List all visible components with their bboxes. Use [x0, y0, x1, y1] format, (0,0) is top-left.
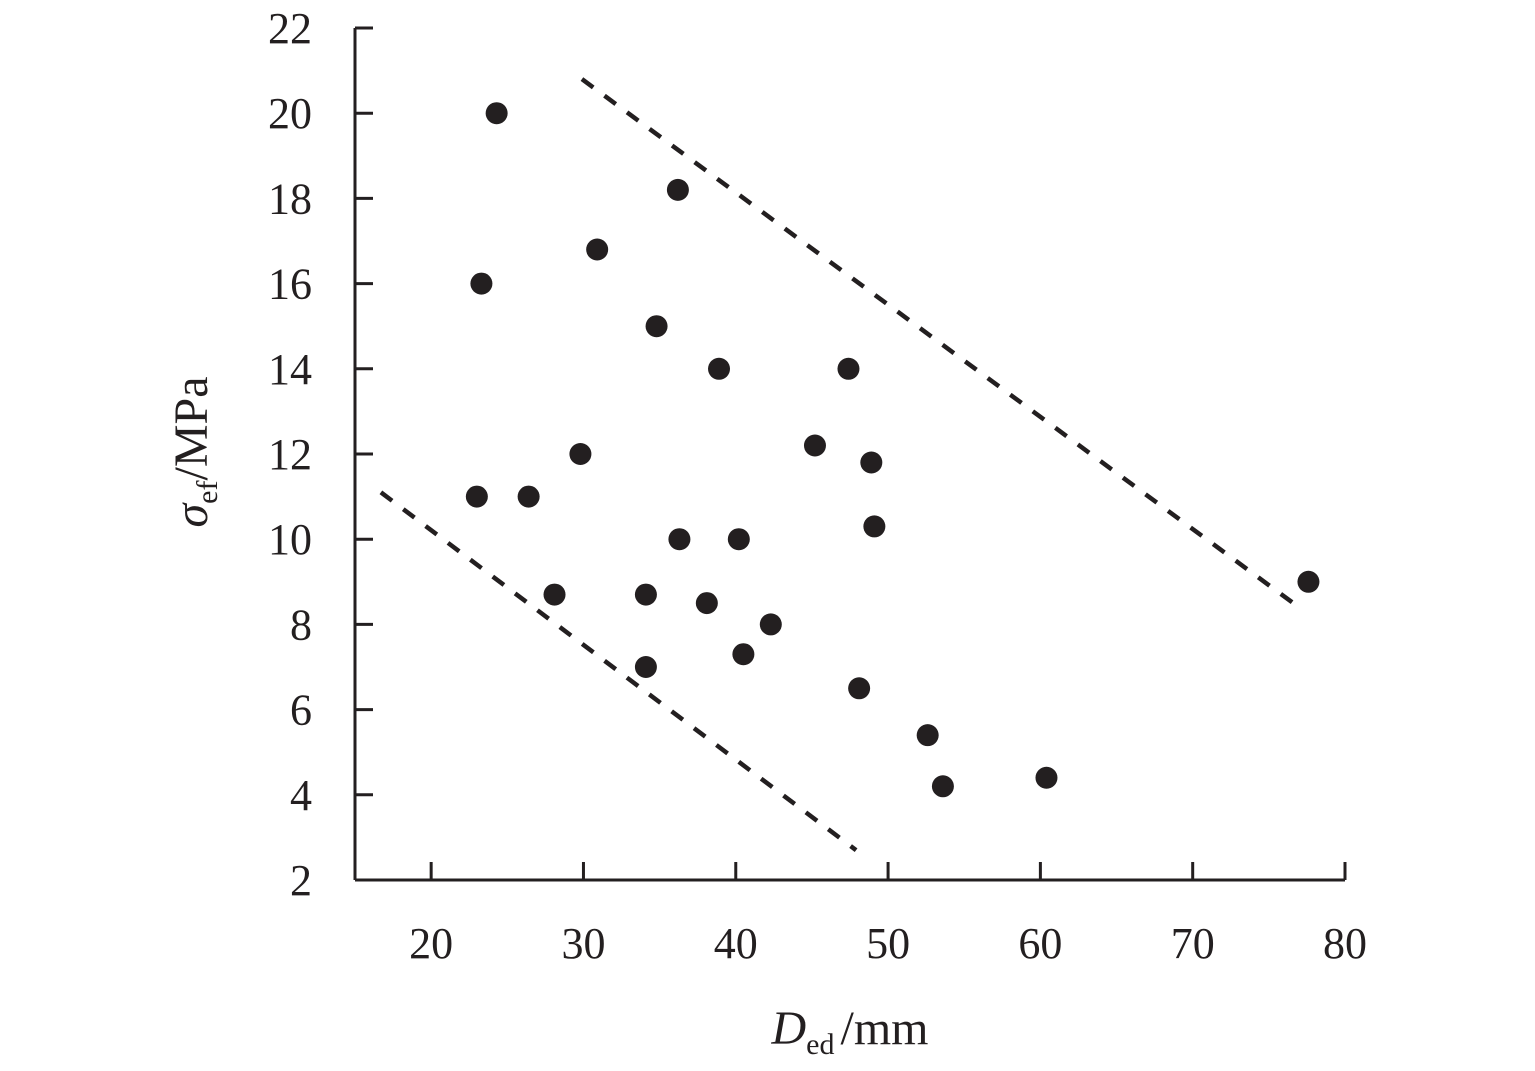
- data-point: [860, 451, 883, 474]
- y-tick-label: 22: [268, 4, 312, 53]
- y-tick-label: 6: [290, 686, 312, 735]
- data-point: [727, 528, 750, 551]
- data-point: [863, 515, 886, 538]
- data-point: [485, 102, 508, 125]
- data-point: [931, 775, 954, 798]
- data-point: [517, 485, 540, 508]
- axes: 2 4 6 8 10 12 14 16 18 20 22 20 30 40 50 60 70 80: [268, 4, 1367, 968]
- data-point: [695, 592, 718, 615]
- data-point: [465, 485, 488, 508]
- y-tick-label: 14: [268, 345, 312, 394]
- y-tick-label: 8: [290, 600, 312, 649]
- data-point: [668, 528, 691, 551]
- data-point: [708, 357, 731, 380]
- data-point: [634, 656, 657, 678]
- data-point: [848, 677, 871, 700]
- dashed-bound-line: [379, 490, 858, 852]
- data-point: [732, 643, 755, 666]
- dashed-bound-line: [580, 77, 1295, 605]
- y-tick-label: 2: [290, 856, 312, 905]
- data-point: [645, 315, 668, 338]
- y-tick-label: 10: [268, 515, 312, 564]
- y-tick-label: 18: [268, 174, 312, 223]
- data-point: [586, 238, 609, 261]
- y-axis-title: σef/MPa: [165, 377, 224, 528]
- x-tick-label: 30: [561, 919, 605, 968]
- x-tick-label: 60: [1018, 919, 1062, 968]
- data-point: [803, 434, 826, 457]
- data-point: [634, 583, 657, 606]
- x-axis-title: Ded/mm: [770, 1002, 928, 1061]
- data-point: [1035, 766, 1058, 789]
- data-point: [837, 357, 860, 380]
- y-tick-label: 12: [268, 430, 312, 479]
- y-tick-label: 20: [268, 89, 312, 138]
- x-tick-label: 80: [1323, 919, 1367, 968]
- data-point: [569, 443, 592, 465]
- x-tick-label: 70: [1171, 919, 1215, 968]
- data-point: [916, 724, 939, 747]
- data-points: [465, 102, 1320, 798]
- x-tick-label: 40: [714, 919, 758, 968]
- data-point: [666, 178, 689, 201]
- data-point: [759, 613, 782, 636]
- y-tick-label: 4: [290, 771, 312, 820]
- data-point: [1297, 570, 1320, 593]
- y-tick-label: 16: [268, 260, 312, 309]
- bound-lines: [379, 77, 1295, 852]
- x-tick-label: 50: [866, 919, 910, 968]
- data-point: [543, 583, 566, 606]
- data-point: [470, 272, 493, 295]
- x-tick-label: 20: [409, 919, 453, 968]
